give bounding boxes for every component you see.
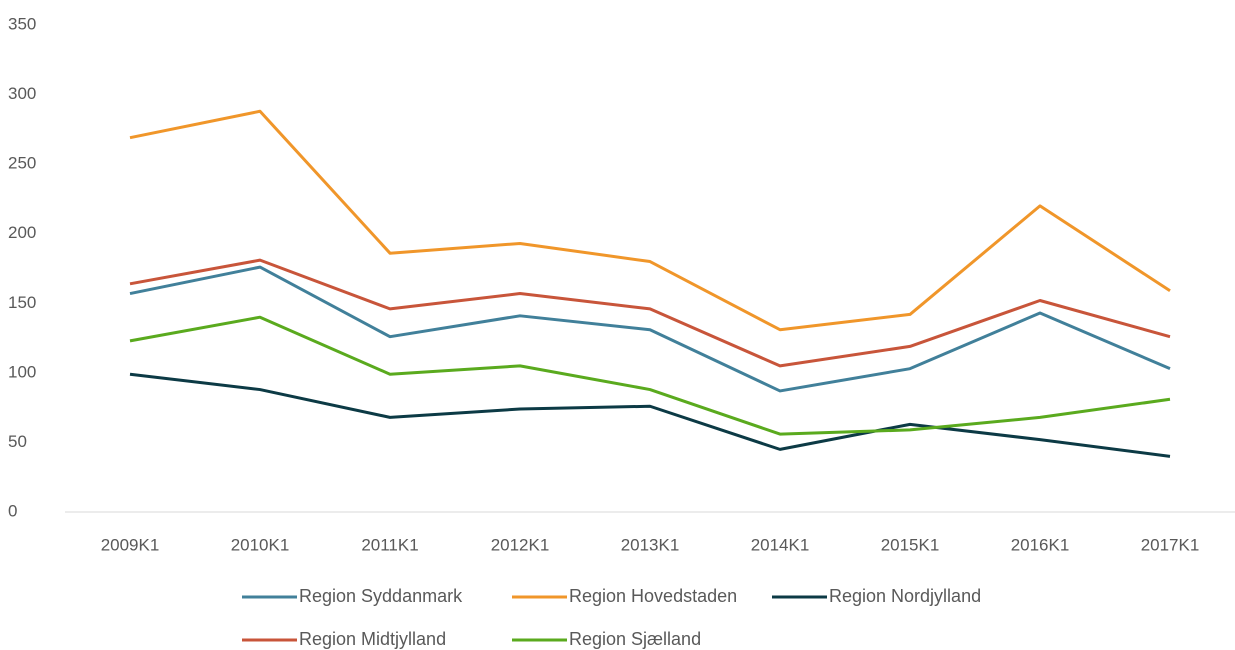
y-tick-label: 250 xyxy=(8,154,36,173)
x-tick-label: 2009K1 xyxy=(101,535,160,554)
series-line xyxy=(129,265,1171,393)
series-line xyxy=(129,315,1171,436)
y-tick-label: 350 xyxy=(8,14,36,33)
legend-label: Region Hovedstaden xyxy=(569,586,737,606)
y-tick-label: 150 xyxy=(8,293,36,312)
series-line xyxy=(129,258,1171,368)
series-line xyxy=(129,372,1171,458)
x-tick-label: 2014K1 xyxy=(751,535,810,554)
series-line xyxy=(129,109,1171,332)
x-tick-label: 2011K1 xyxy=(361,535,418,554)
legend-label: Region Nordjylland xyxy=(829,586,981,606)
y-tick-label: 0 xyxy=(8,501,17,520)
y-tick-label: 200 xyxy=(8,223,36,242)
y-tick-label: 300 xyxy=(8,84,36,103)
y-tick-label: 100 xyxy=(8,362,36,381)
x-tick-label: 2016K1 xyxy=(1011,535,1070,554)
x-tick-label: 2012K1 xyxy=(491,535,550,554)
x-tick-label: 2013K1 xyxy=(621,535,680,554)
x-tick-label: 2010K1 xyxy=(231,535,290,554)
legend-label: Region Sjælland xyxy=(569,629,701,649)
y-tick-label: 50 xyxy=(8,432,27,451)
x-tick-label: 2015K1 xyxy=(881,535,940,554)
legend-label: Region Midtjylland xyxy=(299,629,446,649)
x-tick-label: 2017K1 xyxy=(1141,535,1200,554)
legend-label: Region Syddanmark xyxy=(299,586,463,606)
